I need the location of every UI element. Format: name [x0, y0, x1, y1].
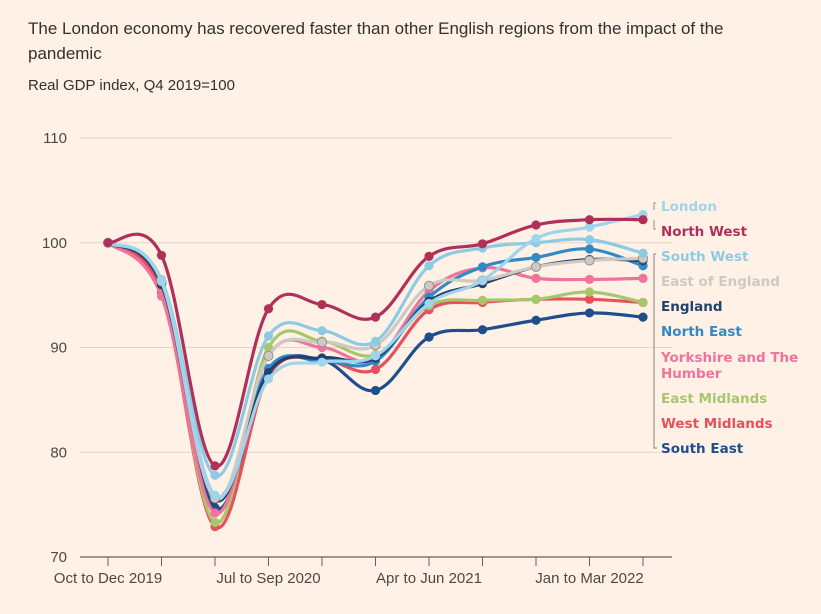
- point-north-west: [263, 304, 274, 314]
- point-london: [370, 351, 381, 361]
- point-east-midlands: [531, 294, 541, 304]
- legend-label-south-east: South East: [661, 441, 744, 457]
- point-london: [424, 298, 434, 309]
- point-yorkshire-and-the-humber: [638, 273, 648, 283]
- y-tick-label: 100: [42, 235, 67, 252]
- point-north-west: [156, 250, 167, 260]
- legend-label-south-west: South West: [661, 249, 749, 265]
- point-yorkshire-and-the-humber: [584, 274, 595, 285]
- point-north-west: [477, 239, 488, 249]
- legend-label-england: England: [661, 299, 723, 315]
- point-london: [477, 275, 488, 286]
- point-south-east: [638, 312, 648, 322]
- legend-label-east-of-england: East of England: [661, 274, 780, 290]
- legend-label-london: London: [661, 199, 717, 215]
- point-london: [210, 490, 220, 500]
- series-london: [103, 209, 648, 500]
- x-tick-label: Jul to Sep 2020: [216, 570, 320, 587]
- point-south-east: [584, 308, 595, 318]
- point-london: [584, 222, 595, 232]
- point-east-of-england: [584, 255, 595, 266]
- point-london: [263, 374, 274, 384]
- legend-label-north-east: North East: [661, 324, 742, 340]
- point-north-west: [531, 220, 541, 230]
- point-south-west: [210, 470, 220, 480]
- point-east-midlands: [210, 517, 220, 528]
- chart-title: The London economy has recovered faster …: [28, 19, 724, 63]
- point-north-west: [210, 461, 220, 471]
- point-north-west: [584, 215, 595, 225]
- point-south-east: [424, 332, 434, 342]
- point-london: [156, 275, 167, 286]
- point-london: [531, 233, 541, 244]
- x-tick-label: Apr to Jun 2021: [376, 570, 482, 587]
- point-north-east: [477, 262, 488, 272]
- point-south-west: [317, 326, 327, 336]
- legend-label-west-midlands: West Midlands: [661, 416, 773, 432]
- point-east-midlands: [584, 287, 595, 297]
- legend-label-yorkshire: Yorkshire and The Humber: [660, 350, 798, 382]
- point-north-east: [584, 244, 595, 254]
- series-lines: [103, 209, 649, 532]
- legend-label-north-west: North West: [661, 224, 748, 240]
- point-north-west: [103, 238, 113, 248]
- point-london: [317, 357, 327, 367]
- point-north-east: [531, 252, 541, 263]
- point-south-west: [638, 248, 648, 258]
- point-east-midlands: [638, 297, 648, 308]
- point-south-west: [263, 331, 274, 341]
- x-tick-label: Jan to Mar 2022: [535, 570, 643, 587]
- y-tick-label: 110: [43, 130, 67, 147]
- point-west-midlands: [370, 364, 381, 375]
- point-south-east: [531, 315, 541, 325]
- point-north-west: [424, 251, 434, 261]
- point-south-east: [370, 385, 381, 396]
- legend-label-east-midlands: East Midlands: [661, 391, 767, 407]
- point-south-east: [477, 325, 488, 335]
- point-east-midlands: [477, 295, 488, 305]
- y-tick-label: 80: [50, 444, 67, 461]
- point-yorkshire-and-the-humber: [210, 508, 220, 518]
- point-south-west: [584, 235, 595, 245]
- x-axis: Oct to Dec 2019 Jul to Sep 2020 Apr to Jun…: [54, 557, 644, 587]
- y-axis: 70 80 90 100 110: [42, 130, 67, 566]
- point-west-midlands: [584, 294, 595, 304]
- legend-bracket: [653, 220, 656, 230]
- legend-bracket: [653, 202, 656, 210]
- point-north-west: [370, 312, 381, 322]
- legend-bracket: [653, 253, 657, 449]
- x-tick-label: Oct to Dec 2019: [54, 570, 162, 587]
- point-north-west: [317, 299, 327, 310]
- series-north-west: [103, 215, 648, 471]
- y-tick-label: 70: [50, 549, 67, 566]
- point-east-of-england: [423, 280, 434, 291]
- point-yorkshire-and-the-humber: [531, 273, 541, 283]
- point-east-of-england: [531, 261, 542, 272]
- point-east-of-england: [263, 350, 274, 361]
- y-tick-label: 90: [50, 340, 67, 357]
- point-east-of-england: [316, 337, 327, 348]
- point-south-west: [370, 336, 381, 346]
- point-east-midlands: [263, 342, 274, 353]
- point-north-west: [638, 215, 648, 225]
- legend: London North West South West East of Englan…: [653, 199, 798, 457]
- point-south-west: [424, 261, 434, 271]
- chart-subtitle: Real GDP index, Q4 2019=100: [28, 77, 235, 94]
